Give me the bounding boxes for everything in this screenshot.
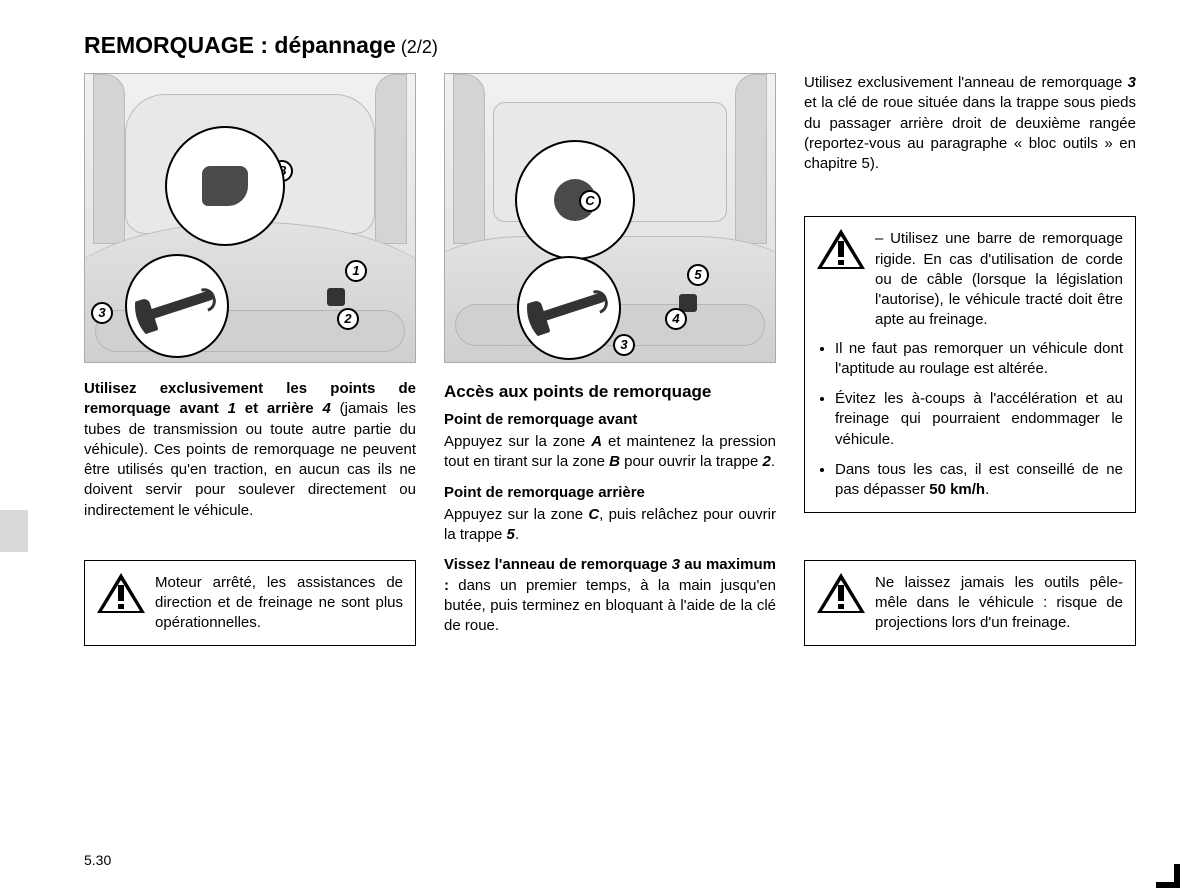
col2-sh1: Point de remorquage avant [444,410,776,430]
warn-box-engine-off: Moteur arrêté, les assistances de direct… [84,560,416,647]
callout-front-flap [165,126,285,246]
t: . [771,453,775,470]
label-3-rear: 3 [613,334,635,356]
callout-wrench-front [125,254,229,358]
col2-heading: Accès aux points de remorquage [444,381,776,404]
col2-sh2: Point de remorquage arrière [444,483,776,503]
warn-tools-text: Ne laissez jamais les outils pêle-mêle d… [875,573,1123,634]
t: . [985,481,989,498]
label-1: 1 [345,260,367,282]
column-1: 39518 A B 1 2 [84,73,416,646]
t: Appuyez sur la zone [444,506,588,523]
warn-box-usage: – Utilisez une barre de remorquage rigid… [804,216,1136,513]
t: C [588,506,599,523]
col1-rest: (jamais les tubes de transmission ou tou… [84,400,416,518]
warn-usage-li3: Évitez les à-coups à l'accélération et a… [835,389,1123,450]
t: 5 [507,526,515,543]
t: Utilisez exclusivement l'anneau de remor… [804,74,1128,91]
page-title-row: REMORQUAGE : dépannage (2/2) [84,32,1136,59]
warn-usage-li1: Utilisez une barre de remorquage rigide.… [875,230,1123,328]
warn-usage-li2: Il ne faut pas remorquer un véhicule don… [835,339,1123,380]
t: A [591,433,602,450]
label-4: 4 [665,308,687,330]
t: . [515,526,519,543]
label-3-front: 3 [91,302,113,324]
figure-front: 39518 A B 1 2 [84,73,416,363]
warn-box-tools: Ne laissez jamais les outils pêle-mêle d… [804,560,1136,647]
col1-bold-mid: et arrière [236,400,323,417]
crop-mark-icon [1156,864,1180,888]
warning-icon [97,573,145,617]
page-title-sub: (2/2) [396,37,438,57]
callout-rear-flap [515,140,635,260]
warning-icon [817,229,865,273]
col1-em1: 1 [228,400,236,417]
t: Appuyez sur la zone [444,433,591,450]
page-title: REMORQUAGE : dépannage [84,32,396,58]
label-C: C [579,190,601,212]
warn-usage-li4: Dans tous les cas, il est conseillé de n… [835,460,1123,501]
t: 3 [1128,74,1136,91]
t: 3 [672,556,680,573]
callout-wrench-rear [517,256,621,360]
label-5: 5 [687,264,709,286]
page-number: 5.30 [84,852,111,868]
figure-rear: 39519 C 5 4 3 [444,73,776,363]
t: pour ouvrir la trappe [620,453,763,470]
page-side-tab [0,510,28,552]
label-2: 2 [337,308,359,330]
col2-text: Accès aux points de remorquage Point de … [444,379,776,646]
warning-icon [817,573,865,617]
t: 50 km/h [929,481,985,498]
t: B [609,453,620,470]
column-3: Utilisez exclusivement l'anneau de remor… [804,73,1136,646]
t: et la clé de roue située dans la trappe … [804,94,1136,172]
col3-top-text: Utilisez exclusivement l'anneau de remor… [804,73,1136,184]
t: Vissez l'anneau de remorquage [444,556,672,573]
warn1-text: Moteur arrêté, les assistances de direct… [155,573,403,634]
t: 2 [763,453,771,470]
t: dans un premier temps, à la main jusqu'e… [444,577,776,635]
col1-text: Utilisez exclusivement les points de rem… [84,379,416,531]
col1-em2: 4 [322,400,330,417]
column-2: 39519 C 5 4 3 [444,73,776,646]
